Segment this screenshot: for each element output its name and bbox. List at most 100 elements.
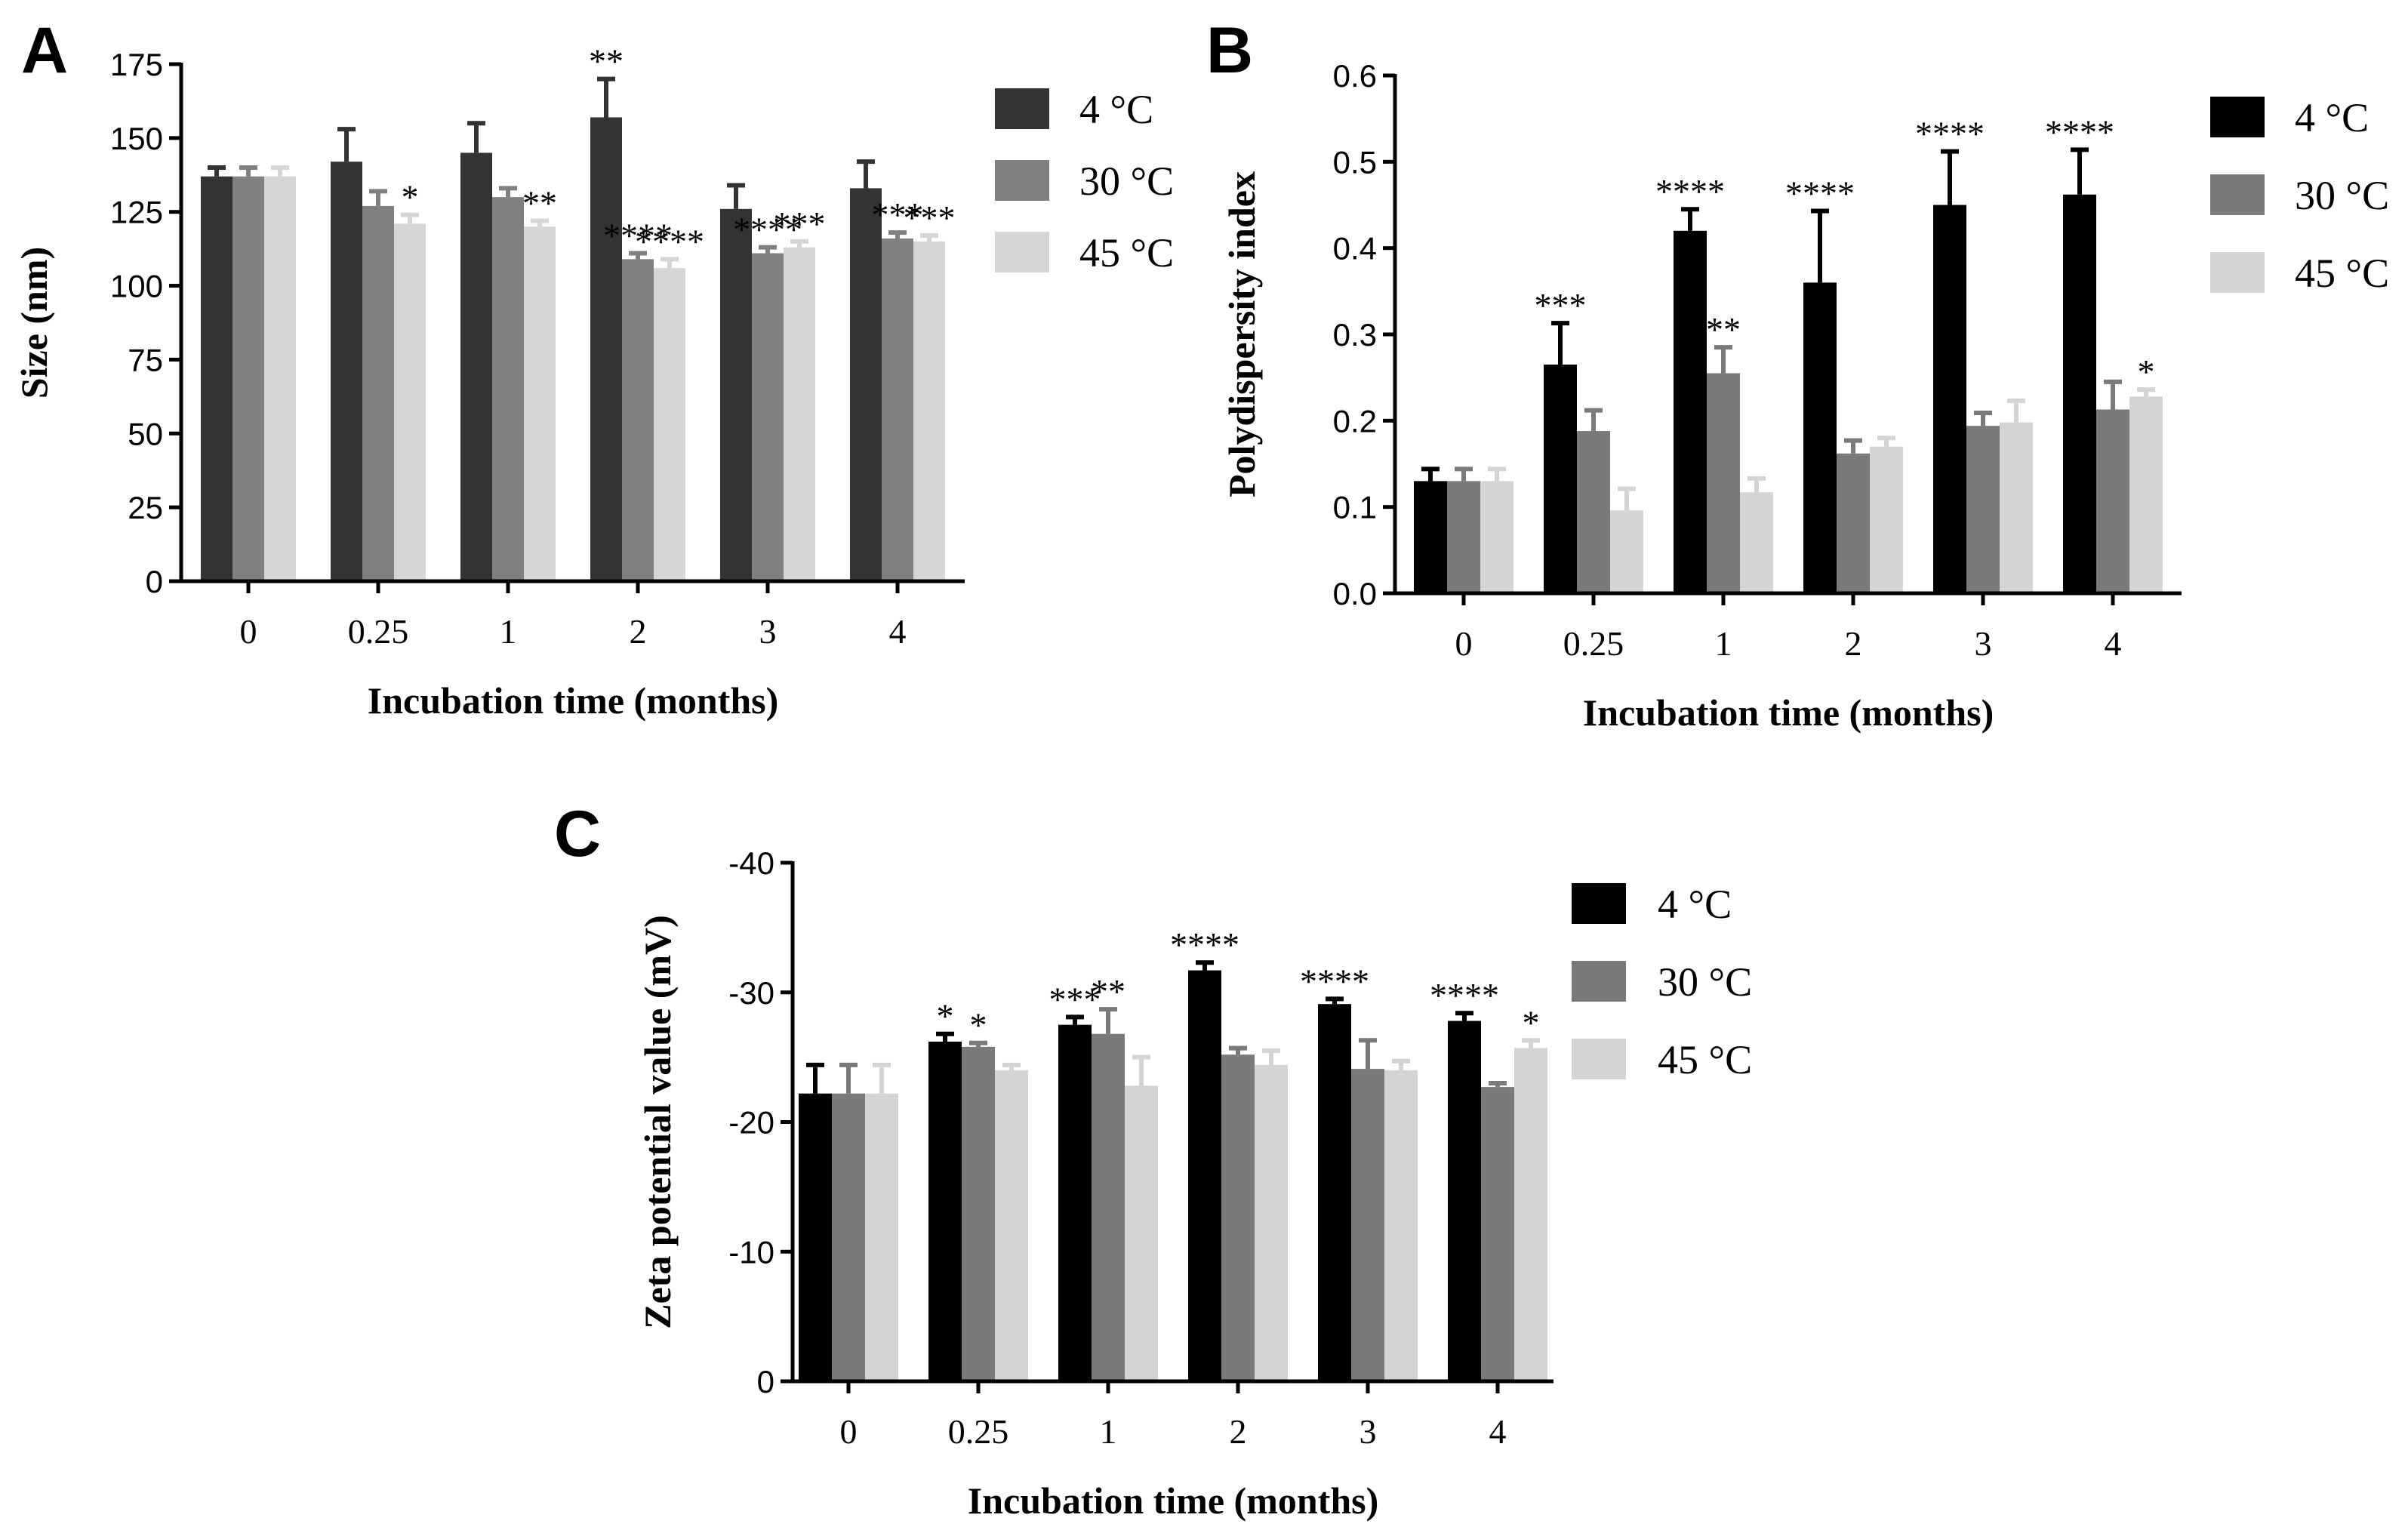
panel-a-size-chart: A ****** **** **** ****** *** ***0255075100125… (13, 14, 1174, 722)
bar (2000, 422, 2033, 593)
y-tick-label: 0.2 (1333, 403, 1377, 439)
bar (1870, 446, 1903, 593)
legend-label: 30 °C (1079, 159, 1174, 204)
bar (1674, 230, 1707, 593)
y-axis-title: Size (nm) (13, 247, 55, 399)
panel-c-zeta-chart: C* *********** ********0-10-20-30-400 0.25 1… (554, 798, 1752, 1522)
x-axis-title: Incubation time (months) (968, 1479, 1378, 1522)
panel-letter: C (554, 798, 601, 870)
bar (1318, 1004, 1351, 1381)
significance-label: **** (1655, 172, 1725, 211)
legend-label: 4 °C (1079, 87, 1153, 132)
legend-label: 45 °C (1079, 230, 1174, 276)
bar (1255, 1064, 1288, 1381)
significance-label: *** (904, 199, 956, 237)
bar (928, 1042, 962, 1381)
bar (362, 205, 394, 581)
bar (1058, 1024, 1092, 1381)
bar (1544, 365, 1577, 593)
bar (460, 152, 492, 581)
significance-label: **** (635, 222, 704, 260)
y-tick-label: 0.1 (1333, 490, 1377, 525)
y-tick-label: 150 (110, 121, 163, 156)
panel-letter: A (21, 14, 68, 87)
bar (1221, 1054, 1255, 1381)
bar (331, 162, 362, 581)
significance-label: ** (1706, 310, 1741, 349)
x-tick-label: 4 (889, 612, 907, 651)
bar (1577, 431, 1610, 593)
bar (2096, 409, 2129, 593)
bar (1481, 1087, 1514, 1381)
panel-b-pdi-chart: B******* ******** *******0.00.10.20.30.40.… (1206, 14, 2389, 734)
legend-swatch (1572, 1039, 1626, 1079)
y-tick-label: 175 (110, 47, 163, 82)
bar (654, 268, 685, 581)
x-tick-label: 0 (1455, 624, 1473, 663)
significance-label: **** (1170, 925, 1239, 964)
significance-label: **** (603, 217, 673, 255)
bar (1740, 492, 1773, 593)
legend-swatch (995, 88, 1049, 129)
y-axis-title: Zeta potential value (mV) (636, 915, 679, 1329)
bar (1092, 1033, 1125, 1381)
significance-label: * (970, 1006, 987, 1045)
y-tick-label: -30 (728, 975, 774, 1011)
bar (865, 1093, 898, 1381)
x-tick-label: 2 (630, 612, 647, 651)
y-tick-label: -20 (728, 1105, 774, 1141)
x-tick-label: 4 (2105, 624, 2122, 663)
legend-label: 4 °C (1658, 882, 1732, 927)
bar (264, 176, 296, 581)
significance-label: **** (2045, 112, 2114, 151)
y-tick-label: 50 (128, 416, 163, 451)
x-tick-label: 0 (840, 1412, 858, 1451)
bar (1514, 1048, 1547, 1381)
legend-swatch (995, 232, 1049, 272)
y-tick-label: 75 (128, 342, 163, 377)
x-tick-label: 1 (1100, 1412, 1117, 1451)
significance-label: * (1523, 1003, 1540, 1042)
legend-label: 45 °C (1658, 1037, 1752, 1082)
legend-label: 45 °C (2295, 251, 2389, 296)
significance-label: * (2138, 352, 2155, 391)
x-tick-label: 0.25 (348, 612, 409, 651)
bar (913, 241, 945, 581)
y-tick-label: 0.3 (1333, 317, 1377, 352)
x-tick-label: 4 (1489, 1412, 1507, 1451)
bar (1447, 481, 1480, 593)
significance-label: **** (1430, 976, 1499, 1014)
significance-label: * (937, 997, 954, 1036)
significance-label: ** (589, 42, 624, 81)
bar (962, 1046, 995, 1381)
significance-label: *** (872, 195, 924, 234)
y-tick-label: 0.6 (1333, 58, 1377, 94)
bar (1933, 205, 1966, 593)
bar (1707, 373, 1740, 593)
y-tick-label: -10 (728, 1234, 774, 1270)
bar (1837, 453, 1870, 593)
bar (995, 1070, 1028, 1381)
significance-label: **** (1785, 174, 1855, 213)
bar (850, 188, 882, 581)
y-tick-label: 100 (110, 269, 163, 304)
bar (799, 1093, 832, 1381)
x-tick-label: 2 (1230, 1412, 1247, 1451)
x-tick-label: 1 (500, 612, 517, 651)
y-tick-label: 0.4 (1333, 231, 1377, 266)
x-tick-label: 3 (759, 612, 777, 651)
bar (394, 223, 426, 581)
y-tick-label: 0 (757, 1364, 774, 1399)
significance-label: * (402, 178, 419, 217)
legend-swatch (2210, 97, 2265, 137)
bar (752, 253, 784, 581)
bar (784, 247, 815, 581)
y-tick-label: 0 (146, 564, 163, 599)
bar (1803, 282, 1837, 593)
significance-label: **** (1915, 115, 1985, 153)
y-tick-label: -40 (728, 845, 774, 881)
bar (524, 226, 556, 581)
x-tick-label: 3 (1975, 624, 1992, 663)
x-tick-label: 2 (1845, 624, 1862, 663)
